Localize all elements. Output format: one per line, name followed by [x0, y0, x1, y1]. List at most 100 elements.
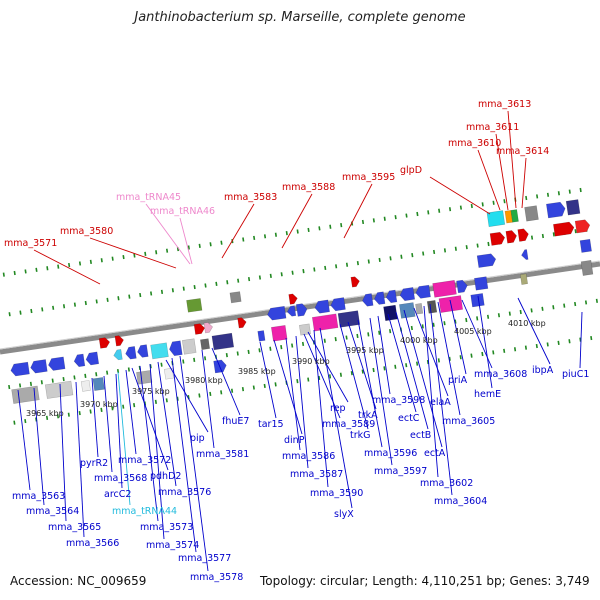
tick-mark: [242, 237, 245, 242]
gene-shape: [48, 356, 66, 371]
gene-feature: [169, 340, 183, 357]
leader-line: [429, 176, 491, 215]
gene-feature: [137, 344, 149, 358]
tick-mark: [574, 229, 577, 234]
gene-label-bottom: mma_tRNA44: [112, 506, 177, 517]
gene-shape: [565, 199, 581, 216]
tick-mark: [497, 313, 501, 318]
gene-feature: [426, 300, 438, 314]
tick-mark: [552, 232, 555, 237]
tick-mark: [432, 249, 436, 255]
tick-mark: [165, 398, 168, 403]
tick-mark: [394, 364, 397, 369]
gene-shape: [229, 291, 242, 304]
gene-label-bottom: mma_3589: [322, 419, 375, 430]
tick-mark: [144, 251, 147, 256]
tick-mark: [410, 325, 413, 331]
gene-label-bottom: slyX: [334, 509, 354, 520]
gene-feature: [203, 322, 213, 334]
gene-feature: [383, 304, 398, 322]
leader-line: [59, 383, 67, 522]
tick-mark: [171, 288, 174, 293]
leader-line: [33, 387, 45, 506]
leader-line: [579, 311, 583, 369]
tick-mark: [263, 234, 267, 239]
gene-shape: [510, 209, 519, 223]
gene-feature: [150, 342, 169, 360]
gene-feature: [267, 305, 287, 321]
gene-feature: [476, 253, 497, 268]
gene-label-bottom: hemE: [474, 389, 501, 400]
gene-label-top: mma_tRNA46: [150, 206, 215, 217]
tick-mark: [182, 359, 185, 364]
tick-mark: [340, 223, 343, 228]
tick-mark: [280, 345, 283, 350]
kbp-tick-label: 3975 kbp: [132, 387, 170, 396]
gene-feature: [350, 276, 360, 288]
gene-feature: [553, 221, 575, 237]
tick-mark: [367, 332, 370, 337]
tick-mark: [236, 351, 239, 356]
tick-mark: [73, 302, 77, 307]
tick-mark: [52, 305, 55, 310]
tick-mark: [29, 381, 33, 386]
kbp-tick-label: 3970 kbp: [80, 400, 118, 409]
tick-mark: [426, 359, 430, 365]
gene-shape: [476, 253, 497, 268]
tick-mark: [508, 311, 511, 316]
tick-mark: [367, 259, 370, 264]
tick-mark: [513, 347, 517, 352]
gene-shape: [505, 230, 517, 244]
tick-mark: [454, 246, 457, 251]
leader-line: [303, 333, 341, 419]
gene-shape: [574, 219, 591, 234]
feature-tracks: [0, 187, 600, 425]
tick-mark: [525, 195, 528, 201]
tick-mark: [30, 308, 33, 314]
tick-mark: [416, 211, 419, 217]
tick-mark: [448, 356, 451, 361]
kbp-tick-label: 3985 kbp: [238, 367, 276, 376]
tick-mark: [448, 207, 452, 212]
gene-feature: [211, 332, 235, 351]
leader-line: [201, 349, 215, 449]
gene-shape: [85, 351, 100, 366]
gene-shape: [30, 359, 48, 374]
gene-shape: [213, 359, 227, 374]
tick-mark: [73, 375, 76, 380]
tick-mark: [372, 218, 375, 223]
leader-line: [357, 319, 383, 448]
tick-mark: [437, 358, 440, 363]
tick-mark: [263, 383, 266, 389]
leader-line: [507, 110, 517, 209]
tick-mark: [361, 369, 364, 374]
tick-mark: [41, 307, 44, 312]
leader-line: [307, 331, 349, 403]
gene-shape: [136, 370, 153, 385]
gene-label-bottom: mma_3597: [374, 466, 427, 477]
tick-mark: [595, 298, 598, 303]
gene-label-top: mma_tRNA45: [116, 192, 181, 203]
tick-mark: [318, 375, 321, 381]
gene-feature: [114, 335, 124, 347]
tick-mark: [280, 272, 283, 277]
tick-mark: [193, 357, 196, 362]
gene-label-bottom: mma_3565: [48, 522, 101, 533]
gene-label-bottom: ectB: [410, 430, 431, 441]
gene-feature: [286, 305, 297, 317]
tick-mark: [226, 280, 229, 285]
leader-line: [369, 317, 393, 466]
gene-shape: [92, 377, 105, 391]
leader-line: [33, 249, 101, 285]
tick-mark: [394, 215, 397, 220]
gene-label-bottom: mma_3581: [196, 449, 249, 460]
leader-line: [437, 301, 461, 416]
tick-mark: [127, 367, 130, 372]
gene-label-bottom: priA: [448, 375, 468, 386]
tick-mark: [476, 243, 479, 248]
leader-line: [221, 203, 255, 259]
tick-mark: [269, 273, 272, 278]
gene-label-bottom: mma_3608: [474, 369, 527, 380]
tick-mark: [269, 346, 272, 351]
tick-mark: [100, 258, 103, 263]
